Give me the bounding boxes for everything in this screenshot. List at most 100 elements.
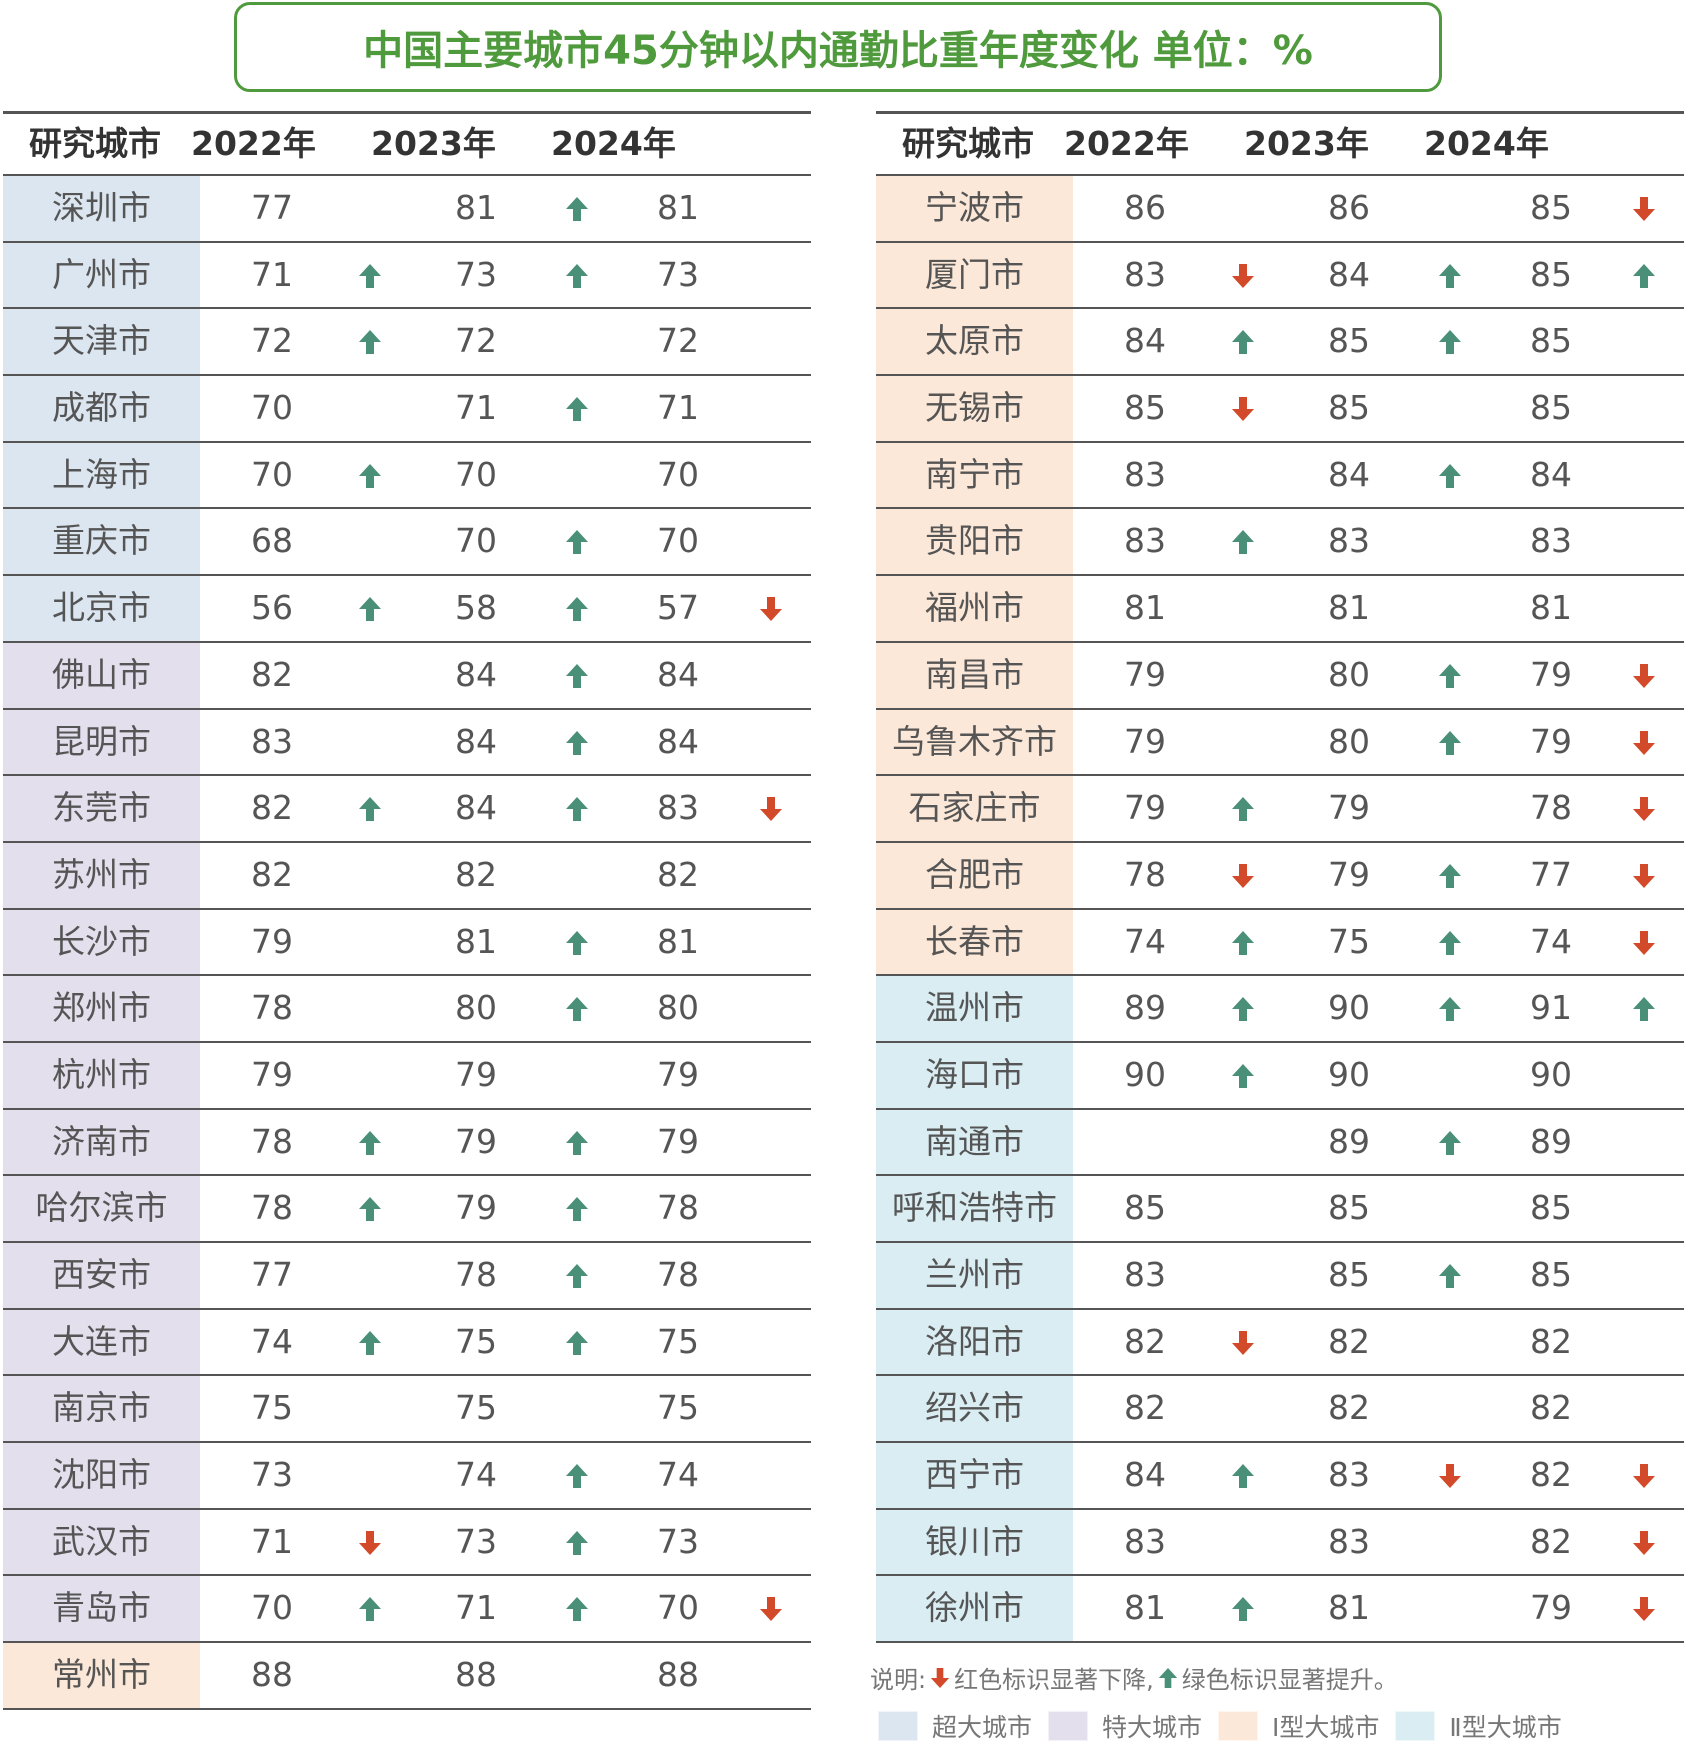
up-arrow-icon (565, 796, 589, 822)
value-2024: 89 (1530, 1121, 1572, 1161)
value-2024: 85 (1530, 188, 1572, 227)
down-arrow-icon (1231, 263, 1255, 289)
value-2022: 83 (1124, 521, 1166, 561)
table-row: 北京市 56 58 57 (3, 576, 811, 643)
value-2022: 74 (1124, 921, 1166, 961)
value-2023: 86 (1328, 188, 1370, 227)
table-row: 苏州市 82 82 82 (3, 842, 811, 910)
value-2023: 75 (455, 1388, 497, 1428)
table-row: 徐州市 81 81 79 (876, 1576, 1684, 1644)
up-arrow-icon (565, 529, 589, 555)
city-name: 青岛市 (3, 1576, 200, 1642)
column-header: 2024年 (551, 124, 676, 163)
down-arrow-icon (1632, 1463, 1656, 1489)
value-2023: 84 (1328, 454, 1370, 494)
value-2022: 75 (251, 1388, 293, 1428)
table-row: 青岛市 70 71 70 (3, 1576, 811, 1644)
table-header: 研究城市 2022年 2023年 2024年 (876, 111, 1684, 176)
value-2022: 78 (1124, 854, 1166, 894)
column-header: 研究城市 (902, 124, 1034, 163)
value-2022: 79 (251, 1054, 293, 1094)
table-row: 郑州市 78 80 80 (3, 976, 811, 1043)
city-name: 南宁市 (876, 442, 1073, 508)
value-2022: 82 (251, 654, 293, 694)
table-row: 宁波市 86 86 85 (876, 176, 1684, 243)
value-2022: 84 (1124, 321, 1166, 361)
value-2023: 88 (455, 1655, 497, 1695)
value-2023: 74 (455, 1455, 497, 1495)
value-2024: 85 (1530, 321, 1572, 361)
value-2024: 84 (1530, 454, 1572, 494)
table-row: 杭州市 79 79 79 (3, 1042, 811, 1110)
value-2023: 85 (1328, 1255, 1370, 1294)
column-header: 2024年 (1424, 124, 1549, 163)
value-2022: 70 (251, 1588, 293, 1628)
value-2022: 83 (251, 721, 293, 761)
value-2023: 90 (1328, 988, 1370, 1028)
value-2022: 70 (251, 454, 293, 494)
up-arrow-icon (1632, 263, 1656, 289)
table-row: 福州市 81 81 81 (876, 576, 1684, 643)
value-2023: 80 (1328, 654, 1370, 694)
value-2023: 73 (455, 1521, 497, 1561)
legend-swatch-type2 (1395, 1711, 1436, 1741)
value-2023: 71 (455, 388, 497, 428)
table-row: 大连市 74 75 75 (3, 1309, 811, 1377)
up-arrow-icon (1438, 329, 1462, 355)
table-row: 深圳市 77 81 81 (3, 176, 811, 243)
city-name: 徐州市 (876, 1576, 1073, 1642)
up-arrow-icon (1231, 796, 1255, 822)
value-2022: 78 (251, 988, 293, 1028)
up-arrow-icon (565, 396, 589, 422)
table-row: 贵阳市 83 83 83 (876, 509, 1684, 577)
up-arrow-icon (1438, 930, 1462, 956)
city-name: 太原市 (876, 309, 1073, 375)
city-name: 昆明市 (3, 709, 200, 775)
down-arrow-icon (1231, 1330, 1255, 1356)
up-arrow-icon (565, 1330, 589, 1356)
column-header: 2023年 (1244, 124, 1369, 163)
value-2024: 74 (657, 1455, 699, 1495)
table-row: 厦门市 83 84 85 (876, 242, 1684, 310)
up-arrow-icon (358, 796, 382, 822)
value-2024: 88 (657, 1655, 699, 1695)
table-row: 银川市 83 83 82 (876, 1509, 1684, 1577)
legend-swatch-super (878, 1711, 918, 1741)
up-arrow-icon (358, 1196, 382, 1222)
value-2023: 90 (1328, 1054, 1370, 1094)
value-2024: 70 (657, 521, 699, 561)
down-arrow-icon (1632, 796, 1656, 822)
value-2023: 84 (1328, 254, 1370, 294)
city-name: 长沙市 (3, 909, 200, 975)
up-arrow-icon (565, 1263, 589, 1289)
value-2022: 84 (1124, 1455, 1166, 1495)
table-row: 广州市 71 73 73 (3, 242, 811, 310)
value-2024: 78 (1530, 788, 1572, 828)
value-2022: 73 (251, 1455, 293, 1495)
value-2023: 85 (1328, 388, 1370, 428)
value-2023: 73 (455, 254, 497, 294)
value-2022: 82 (251, 854, 293, 894)
value-2022: 81 (1124, 1588, 1166, 1628)
value-2024: 82 (1530, 1521, 1572, 1561)
value-2023: 71 (455, 1588, 497, 1628)
value-2022: 89 (1124, 988, 1166, 1028)
column-header: 研究城市 (29, 124, 161, 163)
city-name: 苏州市 (3, 842, 200, 908)
table-row: 武汉市 71 73 73 (3, 1509, 811, 1577)
down-arrow-icon (1231, 863, 1255, 889)
value-2024: 82 (1530, 1321, 1572, 1361)
city-name: 兰州市 (876, 1243, 1073, 1308)
down-arrow-icon (1231, 396, 1255, 422)
table-header: 研究城市 2022年 2023年 2024年 (3, 111, 811, 176)
table-row: 重庆市 68 70 70 (3, 509, 811, 577)
up-arrow-icon (1231, 1063, 1255, 1089)
city-name: 天津市 (3, 309, 200, 375)
value-2024: 79 (657, 1121, 699, 1161)
city-name: 哈尔滨市 (3, 1176, 200, 1241)
up-arrow-icon (1231, 329, 1255, 355)
value-2024: 71 (657, 388, 699, 428)
value-2022: 79 (1124, 788, 1166, 828)
up-arrow-icon (565, 996, 589, 1022)
value-2022: 72 (251, 321, 293, 361)
